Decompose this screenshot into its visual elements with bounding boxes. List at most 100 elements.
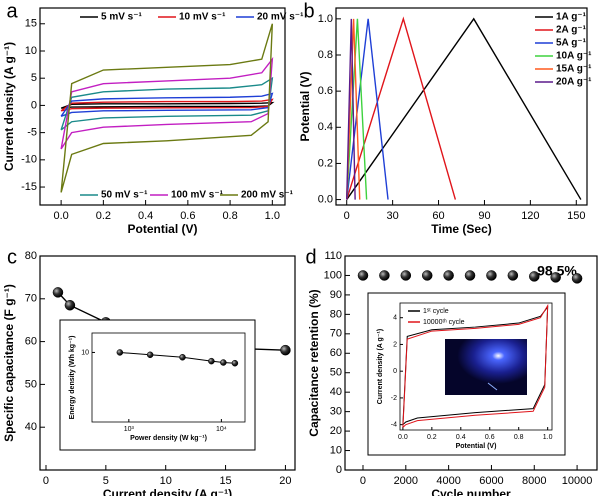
legend-label: 2A g⁻¹ [556, 25, 587, 36]
y-tick-label: -4 [391, 421, 397, 428]
series-line [60, 23, 274, 193]
series-line [60, 92, 274, 117]
y-tick-label: 0 [393, 368, 397, 375]
data-point [486, 270, 497, 281]
y-axis-label: Current density (A g⁻¹) [2, 42, 16, 171]
plot-frame [335, 7, 588, 206]
data-point [220, 359, 227, 366]
legend-label: 5 mV s⁻¹ [101, 12, 143, 23]
x-tick-label: 120 [521, 210, 539, 222]
legend-label: 200 mV s⁻¹ [241, 190, 294, 201]
x-tick-label: 5 [103, 475, 109, 487]
y-tick-label: 0.0 [318, 193, 333, 205]
data-point [379, 270, 390, 281]
y-tick-label: 50 [25, 378, 37, 390]
series-line [402, 303, 549, 428]
y-tick-label: 20 [330, 425, 342, 437]
x-tick-label: 8000 [522, 475, 546, 487]
y-tick-label: 80 [330, 308, 342, 320]
y-tick-label: 90 [330, 289, 342, 301]
plot-frame [91, 332, 246, 423]
x-tick-label: 20 [279, 475, 291, 487]
plot-frame [399, 302, 553, 431]
x-tick-label: 0 [344, 210, 350, 222]
data-point [357, 270, 369, 281]
y-tick-label: 10 [81, 349, 89, 356]
x-tick-label: 0 [360, 475, 366, 487]
legend-label: 10A g⁻¹ [556, 51, 592, 62]
photo-detail [487, 382, 498, 391]
x-tick-label: 1.0 [543, 434, 553, 441]
x-tick-label: 0.6 [180, 210, 195, 222]
y-tick-label: 60 [25, 336, 37, 348]
data-point [146, 351, 154, 359]
data-point [529, 271, 540, 282]
plot-frame [39, 255, 296, 471]
y-tick-label: 2 [393, 341, 397, 348]
series-line [346, 18, 356, 200]
y-axis-label: Current density (A g⁻¹) [377, 329, 384, 404]
legend-label: 50 mV s⁻¹ [101, 190, 148, 201]
data-point [52, 287, 64, 298]
panel-label: b [303, 0, 314, 22]
y-tick-label: 4 [393, 315, 397, 322]
x-tick-label: 0.4 [138, 210, 153, 222]
x-axis-label: Current density (A g⁻¹) [103, 487, 232, 496]
y-tick-label: 10 [25, 45, 37, 57]
x-tick-label: 0.0 [53, 210, 68, 222]
x-tick-label: 0 [43, 475, 49, 487]
y-tick-label: 10 [330, 444, 342, 456]
series-line [346, 17, 582, 200]
y-tick-label: 30 [330, 406, 342, 418]
y-tick-label: -2 [391, 395, 397, 402]
y-axis-label: Potential (V) [298, 71, 312, 141]
y-tick-label: 0.2 [318, 157, 333, 169]
y-tick-label: 70 [25, 293, 37, 305]
legend-label: 20A g⁻¹ [556, 77, 592, 88]
data-point [507, 270, 519, 281]
x-tick-label: 10 [160, 475, 172, 487]
legend-label: 1ˢᵗ cycle [423, 308, 449, 315]
y-tick-label: 0.4 [318, 121, 333, 133]
y-tick-label: -10 [21, 154, 37, 166]
y-axis-label: Specific capacitance (F g⁻¹) [2, 284, 16, 442]
x-tick-label: 90 [478, 210, 490, 222]
y-tick-label: 60 [330, 347, 342, 359]
x-tick-label: 10³ [124, 426, 135, 433]
x-tick-label: 6000 [479, 475, 503, 487]
y-tick-label: 70 [330, 328, 342, 340]
x-axis-label: Potential (V) [456, 443, 497, 450]
plot-frame [344, 255, 598, 471]
x-tick-label: 0.0 [398, 434, 408, 441]
y-tick-label: 0.8 [318, 49, 333, 61]
y-tick-label: 40 [330, 386, 342, 398]
y-tick-label: 50 [330, 367, 342, 379]
x-axis-label: Power density (W kg⁻¹) [130, 435, 207, 442]
y-tick-label: 110 [324, 250, 342, 262]
data-point [116, 349, 124, 356]
x-tick-label: 0.4 [456, 434, 466, 441]
legend-label: 20 mV s⁻¹ [257, 12, 304, 23]
data-point [571, 273, 583, 284]
series-line [346, 18, 361, 200]
y-tick-label: -5 [27, 127, 37, 139]
panel-label: a [6, 0, 18, 22]
x-tick-label: 15 [219, 475, 231, 487]
inset-frame [59, 319, 256, 451]
x-tick-label: 0.2 [96, 210, 111, 222]
legend-label: 10 mV s⁻¹ [179, 12, 226, 23]
data-point [400, 270, 412, 281]
y-tick-label: 15 [25, 18, 37, 30]
y-tick-label: 0 [31, 99, 37, 111]
y-tick-label: 100 [324, 269, 342, 281]
x-tick-label: 4000 [436, 475, 460, 487]
x-tick-label: 30 [387, 210, 399, 222]
annotation: 98.5% [537, 263, 577, 279]
series-line [60, 101, 275, 109]
x-tick-label: 150 [567, 210, 585, 222]
legend-label: 5A g⁻¹ [556, 38, 587, 49]
y-tick-label: 5 [31, 72, 37, 84]
y-tick-label: -15 [21, 181, 37, 193]
x-tick-label: 60 [432, 210, 444, 222]
y-axis-label: Energy density (Wh kg⁻¹) [69, 336, 76, 420]
